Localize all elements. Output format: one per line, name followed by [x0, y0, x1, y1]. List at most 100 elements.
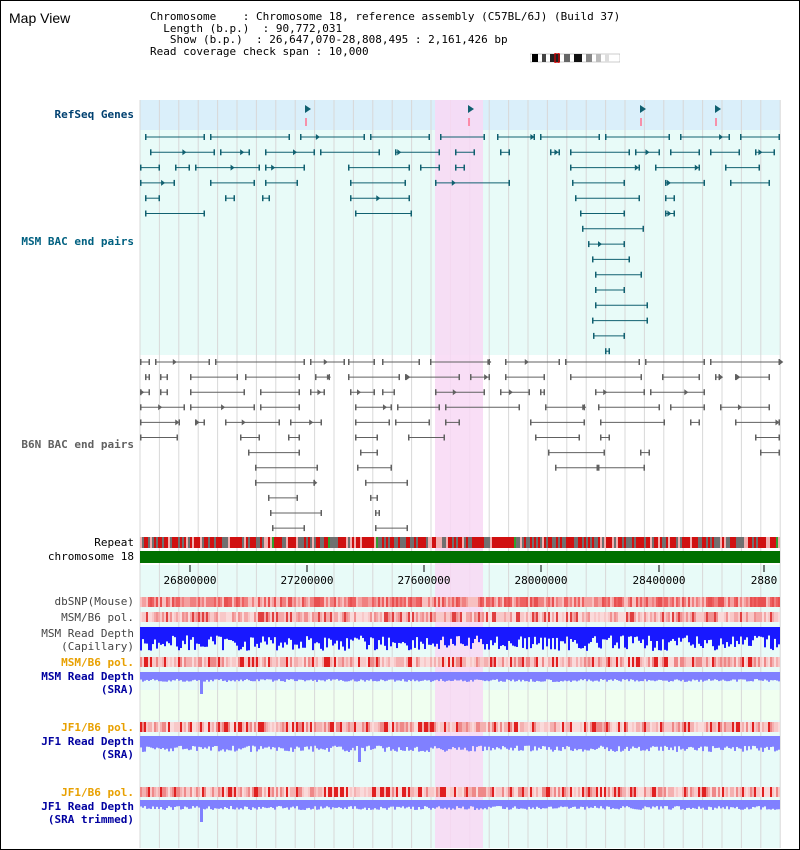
jf1-depth-trim-bar	[188, 800, 190, 809]
jf1-pol-trim-cell	[586, 787, 588, 797]
track-label-msm-depth-sra[interactable]: MSM Read Depth	[41, 670, 134, 683]
jf1-depth-sra-bar	[180, 736, 182, 746]
msm-depth-sra-bar	[450, 672, 452, 682]
msm-pol-sra-cell	[474, 657, 476, 667]
jf1-pol-cell	[198, 722, 200, 732]
track-label-msm-depth-capillary[interactable]: MSM Read Depth	[41, 627, 134, 640]
b6n-bac-pair-arrow	[406, 374, 411, 381]
msm-depth-cap-bar	[638, 627, 640, 641]
jf1-depth-trim-bar	[550, 800, 552, 807]
msm-depth-sra-bar	[762, 672, 764, 681]
jf1-pol-trim-cell	[344, 787, 346, 797]
track-label-chromosome[interactable]: chromosome 18	[47, 550, 134, 563]
jf1-depth-sra-bar	[246, 736, 248, 747]
msm-pol-cell	[590, 612, 592, 622]
jf1-pol-cell	[506, 722, 508, 732]
jf1-pol-trim-cell	[490, 787, 492, 797]
msm-bac-pair-end	[598, 134, 600, 140]
track-label-dbsnp[interactable]: dbSNP(Mouse)	[54, 595, 134, 608]
jf1-pol-cell	[300, 722, 302, 732]
msm-pol-sra-cell	[254, 657, 256, 667]
msm-pol-sra-cell	[774, 657, 776, 667]
dbsnp-cell	[772, 597, 774, 607]
dbsnp-cell	[602, 597, 604, 607]
jf1-depth-sra-bar	[676, 736, 678, 752]
msm-pol-cell	[174, 612, 176, 622]
msm-pol-cell	[208, 612, 210, 622]
msm-depth-cap-bar	[634, 627, 636, 638]
dbsnp-cell	[208, 597, 210, 607]
msm-depth-sra-bar	[426, 672, 428, 681]
jf1-pol-cell	[230, 722, 232, 732]
jf1-depth-sra-bar	[266, 736, 268, 748]
jf1-depth-trim-bar	[680, 800, 682, 810]
dbsnp-cell	[528, 597, 530, 607]
track-label-jf1-b6-pol-trimmed[interactable]: JF1/B6 pol.	[61, 786, 134, 799]
jf1-pol-cell	[530, 722, 532, 732]
jf1-pol-cell	[604, 722, 606, 732]
track-label-msm-b6-pol-sra[interactable]: MSM/B6 pol.	[61, 656, 134, 669]
b6n-bac-pair-end	[390, 464, 392, 471]
jf1-pol-cell	[142, 722, 144, 732]
msm-bac-pair-end	[698, 149, 700, 156]
dbsnp-cell	[182, 597, 184, 607]
jf1-pol-cell	[148, 722, 150, 732]
repeat-segment	[200, 537, 202, 548]
repeat-segment	[248, 537, 250, 548]
track-label-msm-bac[interactable]: MSM BAC end pairs	[21, 235, 134, 248]
msm-pol-sra-cell	[720, 657, 722, 667]
msm-pol-sra-cell	[268, 657, 270, 667]
track-label-refseq-genes[interactable]: RefSeq Genes	[54, 108, 134, 121]
track-label-msm-b6-pol[interactable]: MSM/B6 pol.	[61, 611, 134, 624]
jf1-pol-cell	[406, 722, 408, 732]
dbsnp-cell	[738, 597, 740, 607]
repeat-segment	[774, 537, 776, 548]
msm-bac-pair-end	[404, 179, 406, 186]
msm-pol-sra-cell	[338, 657, 340, 667]
jf1-pol-cell	[164, 722, 166, 732]
msm-pol-cell	[570, 612, 572, 622]
repeat-segment	[716, 537, 718, 548]
dbsnp-cell	[736, 597, 738, 607]
msm-pol-cell	[506, 612, 508, 622]
jf1-pol-trim-cell	[168, 787, 170, 797]
track-label-b6n-bac[interactable]: B6N BAC end pairs	[21, 438, 134, 451]
msm-pol-sra-cell	[236, 657, 238, 667]
msm-pol-cell	[564, 612, 566, 622]
repeat-segment	[388, 537, 390, 548]
jf1-pol-trim-cell	[770, 787, 772, 797]
jf1-depth-sra-bar	[224, 736, 226, 752]
repeat-segment	[556, 537, 558, 548]
dbsnp-cell	[320, 597, 322, 607]
msm-depth-cap-bar	[178, 627, 180, 651]
dbsnp-cell	[484, 597, 486, 607]
jf1-pol-cell	[440, 722, 442, 732]
msm-depth-sra-bar	[416, 672, 418, 681]
jf1-depth-trim-bar	[504, 800, 506, 810]
track-label-jf1-depth-trimmed[interactable]: JF1 Read Depth	[41, 800, 134, 813]
msm-depth-cap-bar	[192, 627, 194, 638]
jf1-depth-sra-bar	[344, 736, 346, 752]
jf1-depth-sra-bar	[294, 736, 296, 749]
dbsnp-cell	[246, 597, 248, 607]
dbsnp-cell	[390, 597, 392, 607]
track-label-repeat[interactable]: Repeat	[94, 536, 134, 549]
jf1-depth-trim-bar	[750, 800, 752, 809]
msm-pol-cell	[226, 612, 228, 622]
jf1-pol-cell	[268, 722, 270, 732]
track-label-jf1-b6-pol[interactable]: JF1/B6 pol.	[61, 721, 134, 734]
msm-depth-sra-bar	[360, 672, 362, 680]
repeat-segment	[654, 537, 656, 548]
msm-pol-cell	[758, 612, 760, 622]
chromosome-ideogram[interactable]	[530, 53, 620, 63]
jf1-pol-trim-cell	[552, 787, 554, 797]
track-label-jf1-depth-sra[interactable]: JF1 Read Depth	[41, 735, 134, 748]
jf1-depth-sra-bar	[770, 736, 772, 747]
jf1-pol-trim-cell	[388, 787, 390, 797]
b6n-bac-pair-end	[428, 419, 430, 426]
msm-depth-sra-bar	[310, 672, 312, 680]
msm-pol-cell	[498, 612, 500, 622]
b6n-bac-pair-end	[505, 359, 507, 365]
jf1-depth-trim-bar	[278, 800, 280, 807]
